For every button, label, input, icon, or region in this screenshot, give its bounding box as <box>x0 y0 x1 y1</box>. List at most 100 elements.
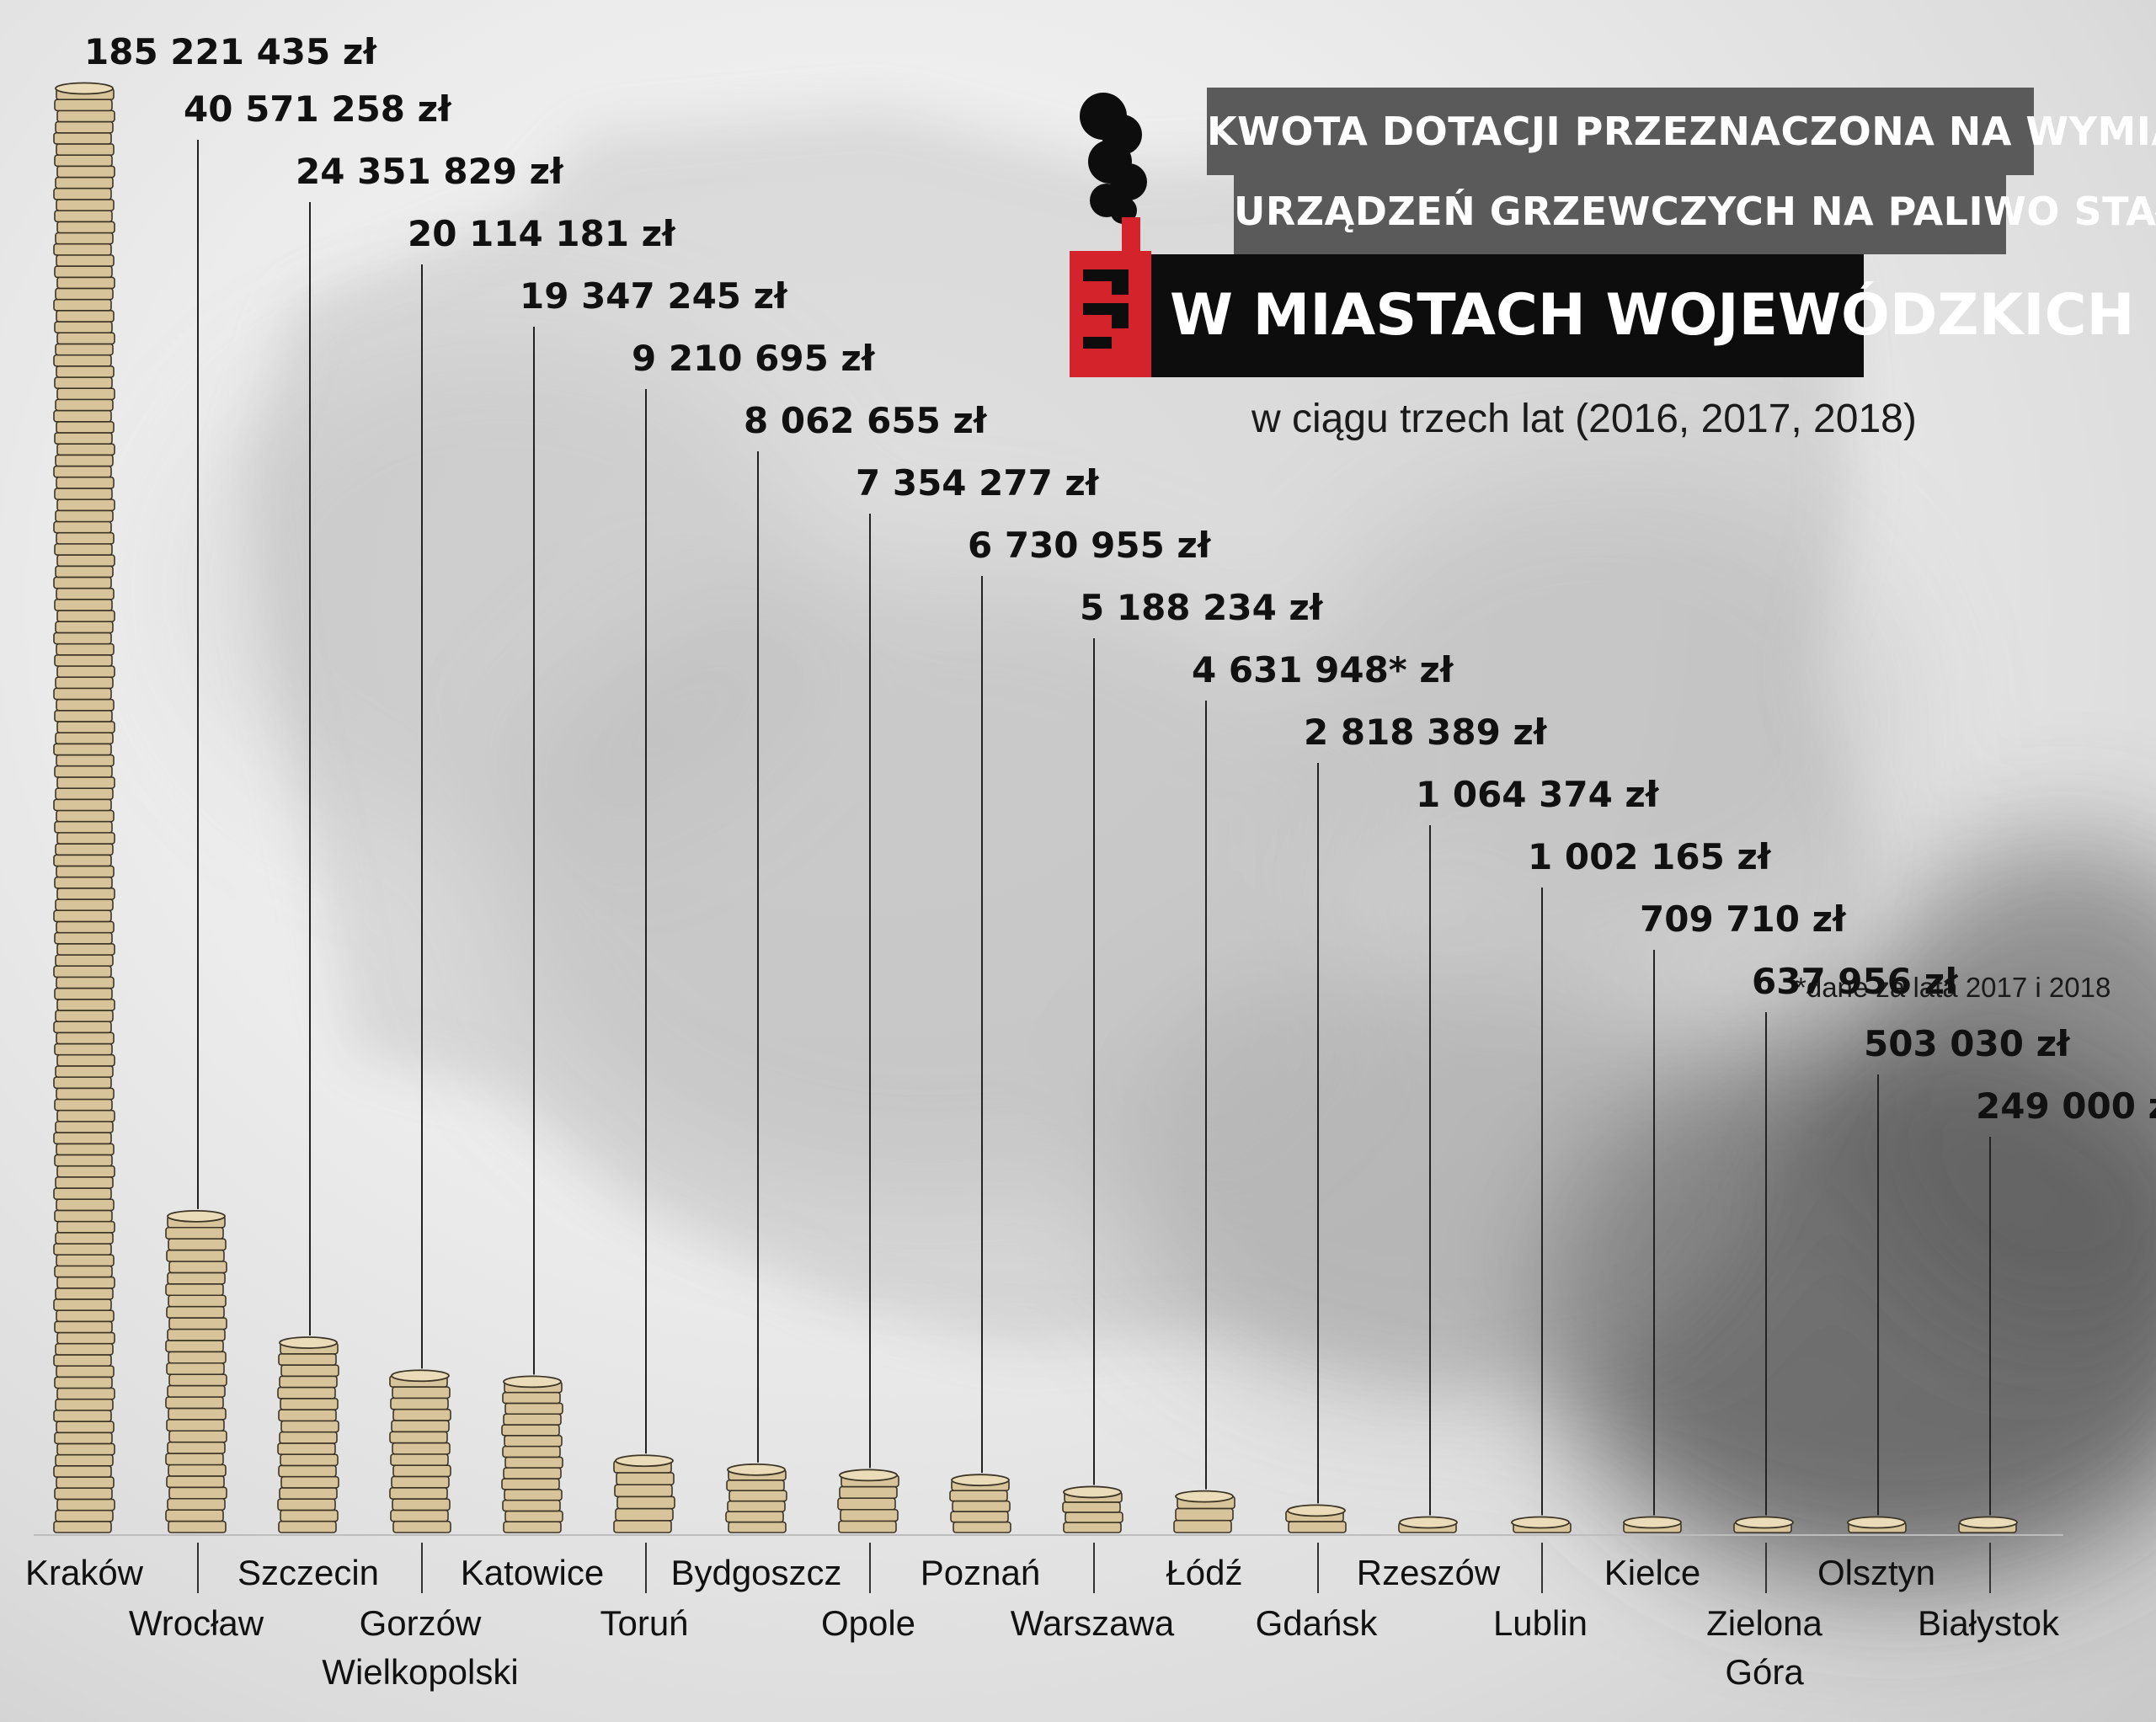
coin <box>616 1472 675 1485</box>
coin <box>838 1520 897 1533</box>
coin <box>56 642 115 656</box>
coin <box>56 1087 115 1101</box>
coin <box>55 1509 114 1522</box>
value-label: 6 730 955 zł <box>968 525 1212 566</box>
coin-stack <box>1847 1516 1907 1533</box>
coin <box>54 931 113 945</box>
coin <box>280 1420 339 1433</box>
coin <box>56 1254 115 1267</box>
coin <box>167 1497 226 1511</box>
coin-stack <box>165 1209 227 1533</box>
coin-stack <box>389 1369 451 1533</box>
coin <box>55 676 114 690</box>
coin <box>392 1464 451 1478</box>
category-label: Szczecin <box>237 1553 379 1592</box>
coin <box>54 99 113 112</box>
coin <box>56 1387 115 1400</box>
coin <box>56 1309 115 1323</box>
coin <box>54 709 113 722</box>
coin-stack <box>613 1454 675 1533</box>
coin <box>55 1065 114 1078</box>
category-label: Warszawa <box>1011 1603 1175 1643</box>
coin <box>613 1519 672 1533</box>
coin-top <box>1287 1504 1346 1517</box>
chimney-icon <box>1070 93 1151 377</box>
coin <box>56 754 115 767</box>
coin <box>54 488 113 500</box>
coin <box>56 888 115 900</box>
coin <box>56 420 115 434</box>
map-silhouette <box>244 109 1870 1389</box>
coin <box>56 920 115 934</box>
coin <box>53 187 112 200</box>
coin <box>280 1453 339 1467</box>
coin <box>502 1445 561 1458</box>
value-label: 20 114 181 zł <box>408 213 676 254</box>
value-label: 185 221 435 zł <box>84 31 377 72</box>
coin <box>391 1475 450 1489</box>
coin-top <box>839 1469 898 1482</box>
coin-top <box>1175 1490 1234 1503</box>
subtitle: w ciągu trzech lat (2016, 2017, 2018) <box>1251 397 1917 441</box>
coin <box>725 1511 784 1523</box>
coin <box>56 1032 115 1045</box>
coin <box>53 298 112 312</box>
coin <box>55 732 114 745</box>
coin <box>53 632 112 645</box>
coin <box>167 1328 226 1341</box>
coin <box>56 1476 115 1490</box>
value-label: 637 956 zł <box>1752 961 1959 1002</box>
coin <box>840 1508 899 1522</box>
category-label: Rzeszów <box>1357 1553 1501 1592</box>
footnote: *dane za lata 2017 i 2018 <box>1796 972 2111 1003</box>
coin-top <box>167 1209 226 1223</box>
coin <box>503 1467 562 1479</box>
coin <box>56 809 115 823</box>
coin <box>56 1331 115 1345</box>
coin <box>55 1453 114 1467</box>
coin <box>53 1187 112 1201</box>
coin <box>54 987 113 1000</box>
coin <box>54 876 113 889</box>
coin <box>53 409 112 423</box>
coin <box>504 1489 563 1501</box>
value-label: 1 002 165 zł <box>1528 836 1772 877</box>
coin <box>279 1487 338 1501</box>
coin <box>56 721 115 733</box>
coin <box>501 1478 560 1490</box>
coin <box>168 1486 227 1500</box>
coin <box>839 1485 898 1499</box>
coin <box>392 1386 451 1399</box>
category-label: Białystok <box>1918 1603 2060 1643</box>
coin <box>504 1510 563 1523</box>
coin <box>278 1352 337 1366</box>
coin <box>55 898 114 912</box>
value-label: 7 354 277 zł <box>856 462 1100 504</box>
coin <box>54 820 113 834</box>
coin <box>56 665 115 678</box>
coin <box>55 1010 114 1022</box>
coin <box>54 1376 113 1389</box>
coin <box>55 232 114 245</box>
coin <box>55 1121 114 1133</box>
coin <box>54 376 113 389</box>
coin <box>56 443 115 456</box>
value-label: 5 188 234 zł <box>1080 587 1324 628</box>
coin <box>56 476 115 489</box>
coin-top <box>1847 1516 1906 1529</box>
coin <box>56 1109 115 1122</box>
coin-stack <box>725 1463 787 1533</box>
category-label: Katowice <box>461 1553 604 1592</box>
coin <box>53 1021 112 1034</box>
coin <box>56 943 115 956</box>
coin <box>56 531 115 545</box>
coin <box>54 210 113 223</box>
category-label: Zielona <box>1706 1603 1822 1643</box>
coin <box>55 120 114 134</box>
coin <box>1062 1501 1121 1513</box>
coin <box>53 1465 112 1478</box>
coin-top <box>1511 1516 1570 1529</box>
coin <box>56 1498 115 1511</box>
